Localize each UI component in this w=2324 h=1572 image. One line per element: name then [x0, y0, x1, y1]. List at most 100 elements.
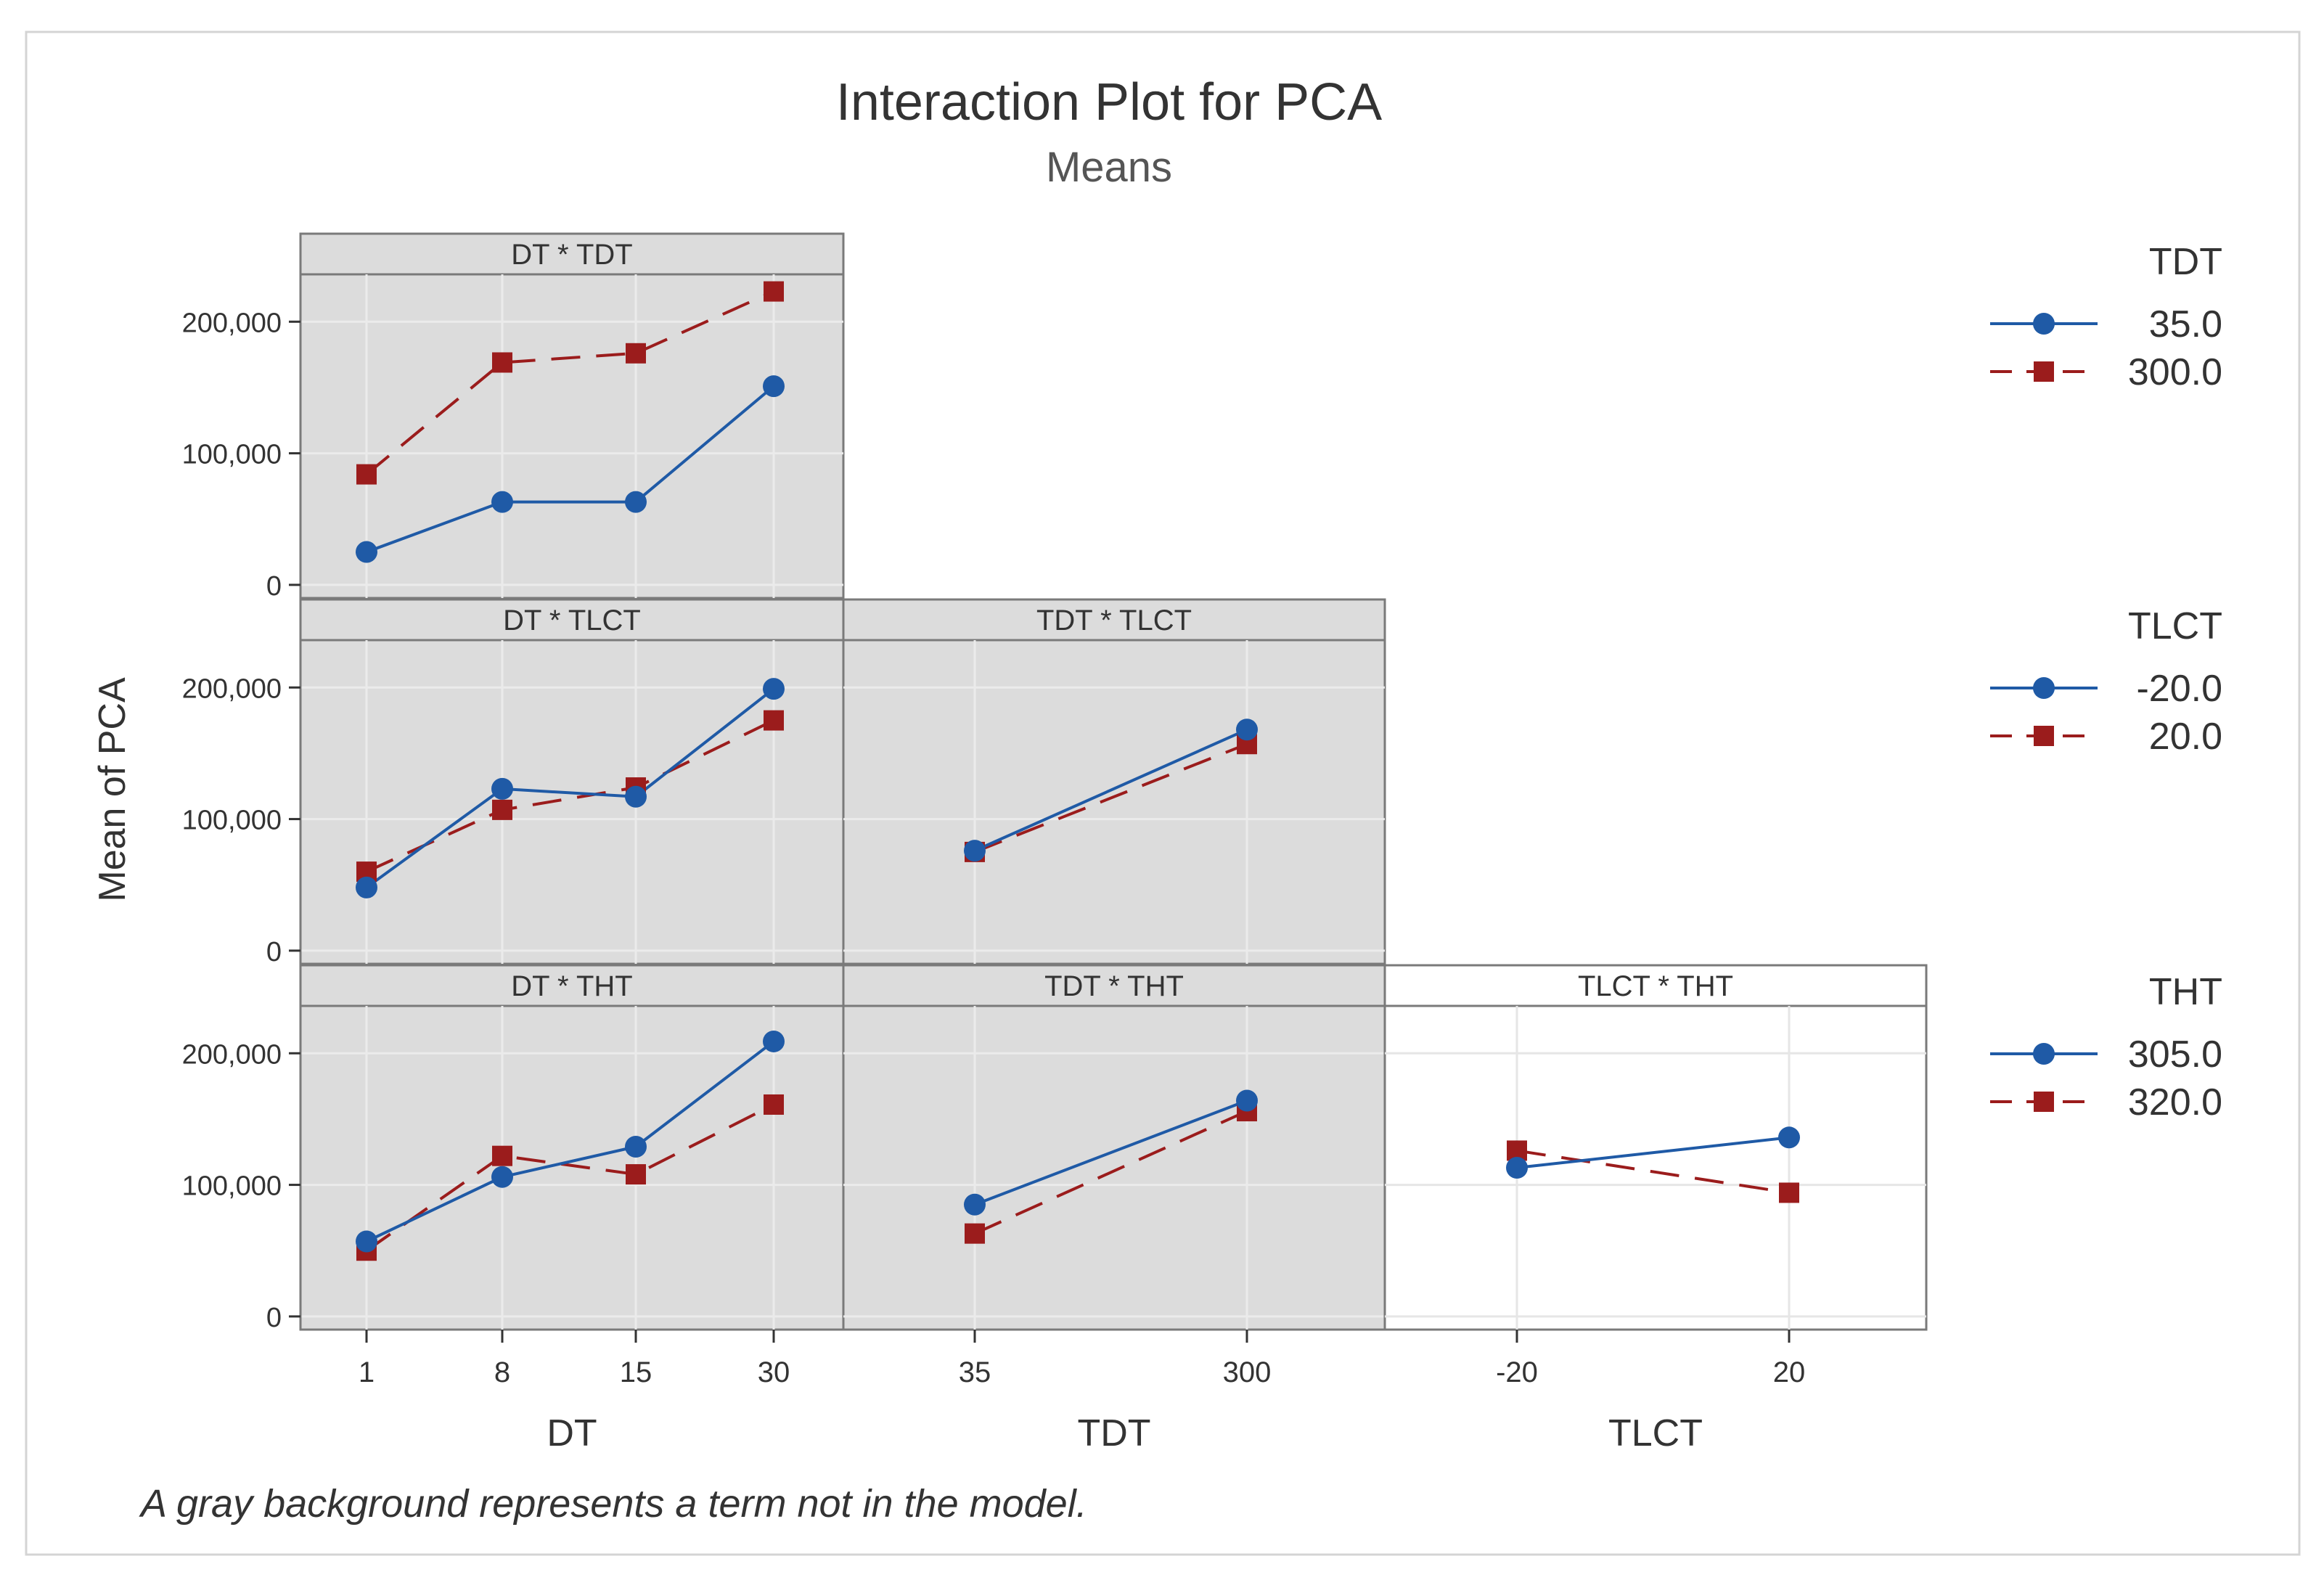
data-point-square [764, 710, 784, 731]
legends-group: TDT 35.0 300.0 TLCT -20.0 20.0 THT 305.0 320.0 [1990, 241, 2222, 1123]
legend-item-label: 35.0 [2149, 303, 2222, 345]
chart-subtitle: Means [1046, 144, 1172, 191]
data-point-circle [625, 785, 647, 808]
series-line-320.0 [1516, 1149, 1790, 1195]
data-point-circle [491, 491, 513, 513]
x-tick-label: 20 [1773, 1356, 1806, 1388]
data-point-circle [625, 491, 647, 513]
y-tick-label: 100,000 [182, 806, 282, 836]
x-tick-label: 30 [758, 1356, 790, 1388]
x-axis-label: TDT [1077, 1412, 1150, 1454]
x-tick-label: -20 [1496, 1356, 1538, 1388]
legend-tdt: TDT 35.0 300.0 [1990, 241, 2222, 393]
panel-title: TDT * TLCT [1036, 605, 1192, 636]
legend-marker-square [2034, 361, 2054, 382]
panel-header [1383, 964, 1928, 1007]
panel-background [842, 964, 1386, 1331]
panel-dt-tht: DT * THT [299, 964, 845, 1331]
legend-tlct: TLCT -20.0 20.0 [1990, 605, 2222, 758]
legend-item-label: 320.0 [2128, 1081, 2222, 1123]
data-point-circle [964, 1193, 986, 1216]
x-tick-label: 300 [1223, 1356, 1272, 1388]
series-line-305.0 [366, 1040, 775, 1243]
panel-title: TLCT * THT [1578, 970, 1733, 1002]
panel-background [299, 232, 845, 599]
panel-tlct-tht: TLCT * THT [1383, 964, 1928, 1331]
legend-item-label: 305.0 [2128, 1033, 2222, 1076]
data-point-square [965, 1223, 985, 1244]
legend-marker-square [2034, 726, 2054, 746]
y-tick-label: 200,000 [182, 674, 282, 704]
legend-item-label: 20.0 [2149, 716, 2222, 758]
legend-marker-square [2034, 1092, 2054, 1112]
legend-item-label: 300.0 [2128, 351, 2222, 393]
series-line-20.0 [366, 719, 774, 873]
data-point-square [764, 281, 784, 302]
y-tick-label: 0 [266, 937, 282, 967]
data-point-circle [491, 1166, 513, 1188]
panel-header [299, 232, 845, 276]
panel-tdt-tht: TDT * THT [842, 964, 1386, 1331]
panel-header [842, 598, 1386, 642]
data-point-circle [1236, 1089, 1258, 1112]
y-tick-label: 100,000 [182, 440, 282, 470]
data-point-circle [491, 777, 513, 800]
x-axis-label: DT [547, 1412, 597, 1454]
legend-marker-circle [2033, 1043, 2055, 1065]
panel-header [299, 964, 845, 1007]
x-tick-label: 35 [959, 1356, 991, 1388]
panel-dt-tlct: DT * TLCT [299, 598, 845, 965]
axes-group: 0 100,000 200,000 0 100,000 200,000 0 100,000 20… [182, 274, 1806, 1454]
data-point-circle [356, 876, 377, 898]
y-tick-label: 0 [266, 1303, 282, 1333]
data-point-circle [763, 375, 785, 398]
y-axis-label: Mean of PCA [91, 677, 134, 902]
data-point-square [492, 1145, 512, 1166]
y-tick-label: 100,000 [182, 1171, 282, 1202]
panel-background [299, 598, 845, 965]
panel-header [299, 598, 845, 642]
y-tick-label: 0 [266, 571, 282, 602]
legend-title: THT [2149, 971, 2222, 1013]
data-point-circle [1236, 719, 1258, 741]
legend-marker-circle [2033, 677, 2055, 699]
series-line-320.0 [365, 1103, 774, 1252]
panel-dt-tdt: DT * TDT [299, 232, 845, 599]
panel-background [299, 964, 845, 1331]
data-point-circle [1506, 1157, 1528, 1179]
panel-background [842, 598, 1386, 965]
x-tick-label: 8 [494, 1356, 510, 1388]
data-point-square [626, 343, 646, 364]
data-point-circle [356, 541, 377, 563]
x-tick-label: 1 [359, 1356, 375, 1388]
data-point-square [356, 464, 377, 485]
data-point-square [626, 1164, 646, 1185]
series-line-305.0 [1516, 1136, 1790, 1169]
series-line--20.0 [974, 728, 1248, 852]
data-point-circle [763, 1030, 785, 1052]
legend-title: TLCT [2128, 605, 2222, 647]
y-tick-label: 200,000 [182, 1039, 282, 1070]
data-point-circle [763, 678, 785, 700]
series-line-300.0 [365, 290, 774, 476]
y-tick-label: 200,000 [182, 308, 282, 338]
chart-title: Interaction Plot for PCA [836, 73, 1382, 131]
data-point-square [1779, 1182, 1799, 1203]
panel-tdt-tlct: TDT * TLCT [842, 598, 1386, 965]
x-tick-label: 15 [620, 1356, 652, 1388]
series-line--20.0 [365, 687, 775, 889]
data-point-circle [964, 840, 986, 862]
series-line-320.0 [974, 1110, 1248, 1235]
legend-marker-circle [2033, 313, 2055, 335]
panel-title: TDT * THT [1044, 970, 1184, 1002]
panel-title: DT * TDT [511, 239, 632, 271]
data-point-square [492, 352, 512, 373]
panel-background [1383, 964, 1928, 1331]
legend-tht: THT 305.0 320.0 [1990, 971, 2222, 1123]
series-line-305.0 [974, 1099, 1248, 1206]
data-point-circle [356, 1230, 377, 1253]
footnote: A gray background represents a term not … [139, 1482, 1087, 1526]
legend-item-label: -20.0 [2136, 668, 2222, 710]
legend-title: TDT [2149, 241, 2222, 283]
